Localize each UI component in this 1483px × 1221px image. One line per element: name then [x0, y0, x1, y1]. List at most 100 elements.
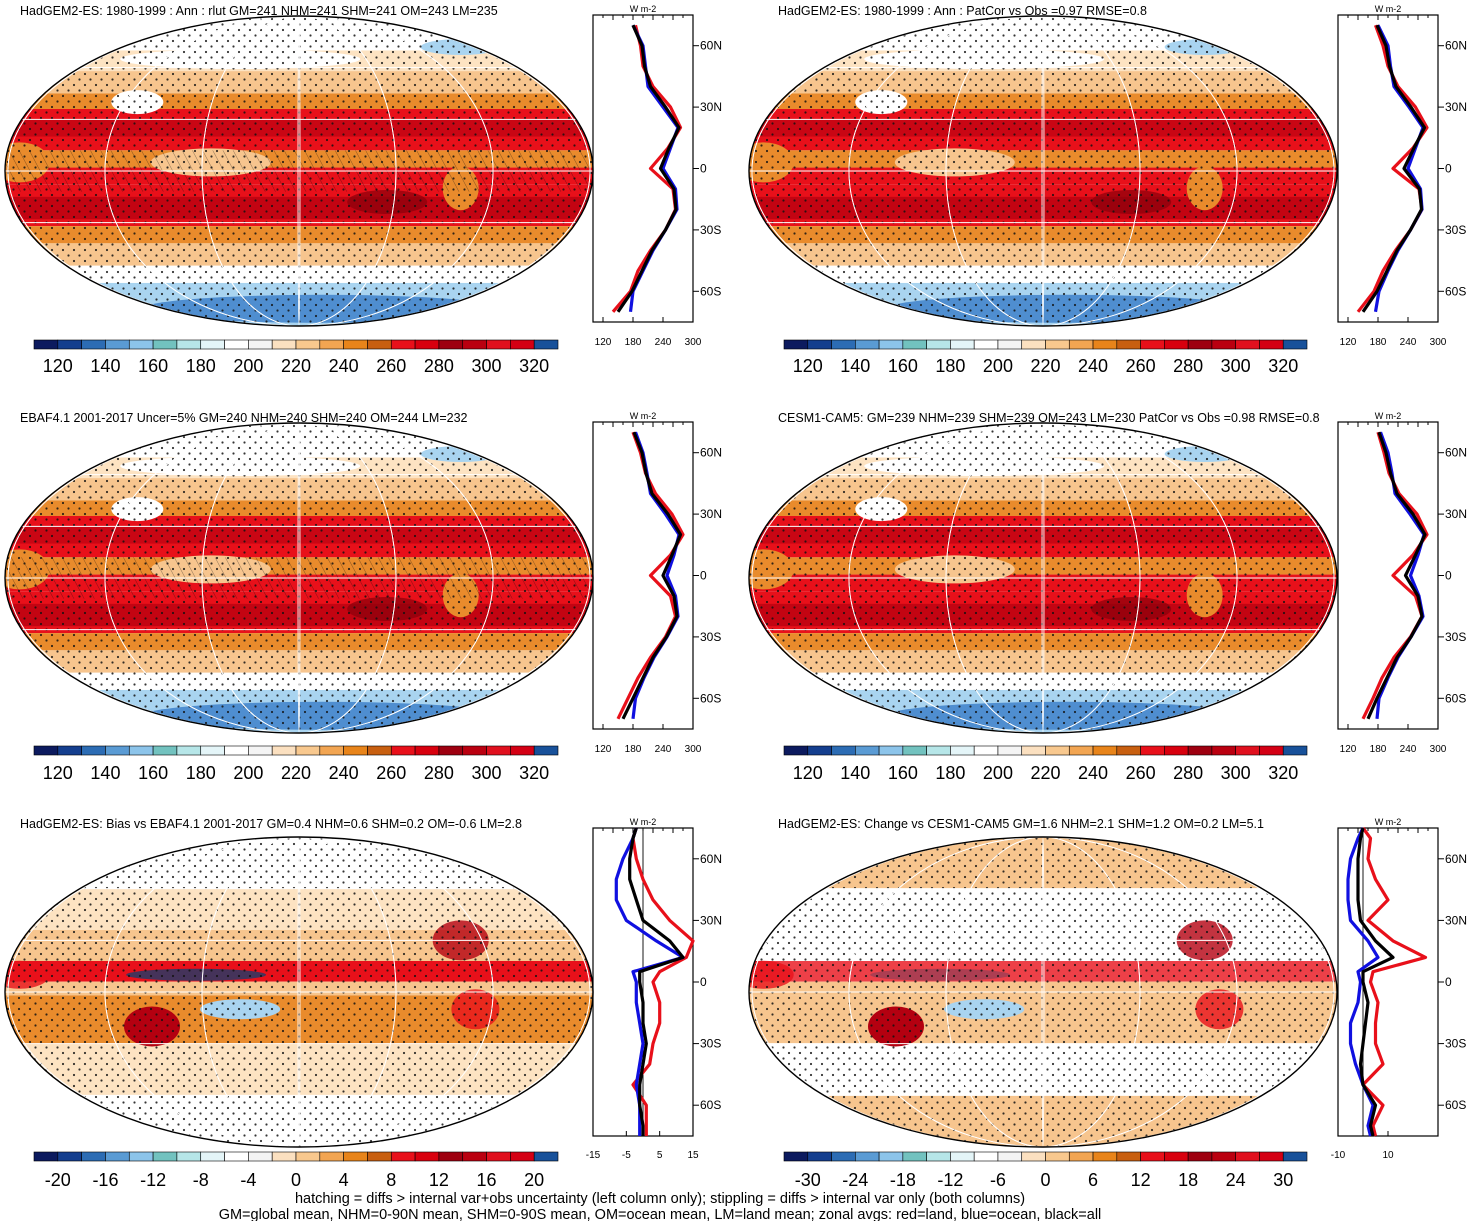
x-tick-label: 120: [595, 744, 612, 755]
colorbar-c: 120 140 160 180 200 220 240 260 280 300 320: [33, 745, 559, 783]
colorbar-tick-label: 200: [233, 356, 263, 376]
colorbar-tick-label: 320: [519, 356, 549, 376]
lat-tick-label: 60N: [700, 446, 722, 460]
colorbar-swatch: [176, 1151, 202, 1162]
colorbar-e: -20 -16 -12 -8 -4 0 4 8 12 16 20: [33, 1151, 559, 1190]
x-tick-label: 240: [1400, 337, 1417, 348]
colorbar-swatch: [81, 1151, 106, 1162]
lat-tick-label: 60S: [700, 284, 721, 298]
colorbar-swatch: [200, 339, 225, 350]
colorbar-b: 120 140 160 180 200 220 240 260 280 300 320: [783, 339, 1308, 376]
colorbar-tick-label: 120: [793, 763, 823, 783]
longitude-gridline: [201, 423, 397, 733]
colorbar-swatch: [1164, 745, 1189, 756]
longitude-gridline: [201, 837, 397, 1147]
land-zonal-line: [616, 431, 685, 720]
lat-tick-label: 30S: [1445, 630, 1466, 644]
colorbar-swatch: [390, 745, 416, 756]
colorbar-swatch: [295, 339, 321, 350]
lat-tick-label: 30N: [1445, 100, 1467, 114]
colorbar-tick-label: 120: [793, 356, 823, 376]
colorbar-swatch: [224, 339, 249, 350]
ocean-zonal-line: [614, 827, 685, 1136]
map-outline: [748, 422, 1338, 734]
lat-tick-label: 60N: [1445, 852, 1467, 866]
longitude-gridline: [945, 837, 1141, 1147]
colorbar-tick-label: 160: [888, 763, 918, 783]
colorbar-tick-label: 0: [1040, 1170, 1050, 1190]
colorbar-swatch: [57, 1151, 82, 1162]
panel-title: CESM1-CAM5: GM=239 NHM=239 SHM=239 OM=24…: [778, 411, 1320, 425]
colorbar-swatch: [878, 1151, 904, 1162]
colorbar-swatch: [1140, 339, 1165, 350]
map-f: [749, 837, 1337, 1147]
units-label: W m-2: [630, 817, 657, 827]
lat-tick-label: 0: [700, 162, 707, 176]
colorbar-swatch: [1164, 339, 1189, 350]
colorbar-tick-label: 320: [1268, 356, 1298, 376]
map-d: [749, 423, 1337, 733]
colorbar-tick-label: 300: [472, 356, 502, 376]
map-outline: [748, 836, 1338, 1148]
x-tick-label: 15: [687, 1150, 699, 1161]
x-tick-label: 180: [1370, 337, 1387, 348]
lat-tick-label: 0: [1445, 569, 1452, 583]
colorbar-tick-label: 160: [888, 356, 918, 376]
lat-tick-label: 60S: [700, 691, 721, 705]
map-outline: [748, 15, 1338, 327]
colorbar-swatch: [462, 339, 487, 350]
colorbar-swatch: [1092, 745, 1118, 756]
colorbar-tick-label: 30: [1273, 1170, 1293, 1190]
colorbar-swatch: [902, 1151, 927, 1162]
lat-tick-label: 60N: [700, 852, 722, 866]
colorbar-tick-label: 4: [339, 1170, 349, 1190]
colorbar-swatch: [807, 745, 832, 756]
panel-title: HadGEM2-ES: Change vs CESM1-CAM5 GM=1.6 …: [778, 817, 1264, 831]
colorbar-swatch: [1045, 339, 1070, 350]
colorbar-swatch: [319, 339, 344, 350]
colorbar-tick-label: -16: [92, 1170, 118, 1190]
x-tick-label: -15: [586, 1150, 601, 1161]
colorbar-swatch: [1140, 1151, 1165, 1162]
colorbar-swatch: [1164, 1151, 1189, 1162]
colorbar-swatch: [1259, 1151, 1284, 1162]
footer-line-2: GM=global mean, NHM=0-90N mean, SHM=0-90…: [219, 1207, 1102, 1221]
longitude-gridline: [7, 837, 591, 1147]
colorbar-swatch: [1211, 339, 1236, 350]
colorbar-tick-label: 240: [329, 763, 359, 783]
colorbar-tick-label: 240: [1078, 763, 1108, 783]
lat-tick-label: 30N: [700, 507, 722, 521]
colorbar-tick-label: -12: [140, 1170, 166, 1190]
colorbar-swatch: [367, 745, 392, 756]
x-tick-label: 300: [685, 744, 702, 755]
colorbar-swatch: [997, 745, 1023, 756]
colorbar-swatch: [1235, 1151, 1260, 1162]
x-tick-label: 300: [1430, 744, 1447, 755]
colorbar-swatch: [855, 339, 880, 350]
colorbar-swatch: [878, 745, 904, 756]
colorbar-tick-label: 18: [1178, 1170, 1198, 1190]
colorbar-tick-label: 8: [386, 1170, 396, 1190]
x-tick-label: -10: [1331, 1150, 1346, 1161]
x-tick-label: 300: [685, 337, 702, 348]
colorbar-swatch: [1259, 339, 1284, 350]
colorbar-swatch: [1211, 1151, 1236, 1162]
colorbar-swatch: [1068, 339, 1094, 350]
colorbar-swatch: [1021, 745, 1046, 756]
all-zonal-line: [621, 431, 683, 720]
colorbar-tick-label: 6: [1088, 1170, 1098, 1190]
colorbar-tick-label: 140: [90, 356, 120, 376]
colorbar-swatch: [1092, 1151, 1118, 1162]
colorbar-swatch: [855, 745, 880, 756]
x-tick-label: 10: [1382, 1150, 1394, 1161]
zonal-frame: [1337, 827, 1439, 1137]
colorbar-swatch: [319, 745, 344, 756]
lat-tick-label: 30N: [1445, 507, 1467, 521]
colorbar-tick-label: 220: [281, 356, 311, 376]
longitude-gridline: [1041, 837, 1045, 1147]
x-tick-label: 120: [1340, 744, 1357, 755]
colorbar-swatch: [510, 339, 535, 350]
colorbar-swatch: [438, 1151, 464, 1162]
x-tick-label: 5: [657, 1150, 663, 1161]
